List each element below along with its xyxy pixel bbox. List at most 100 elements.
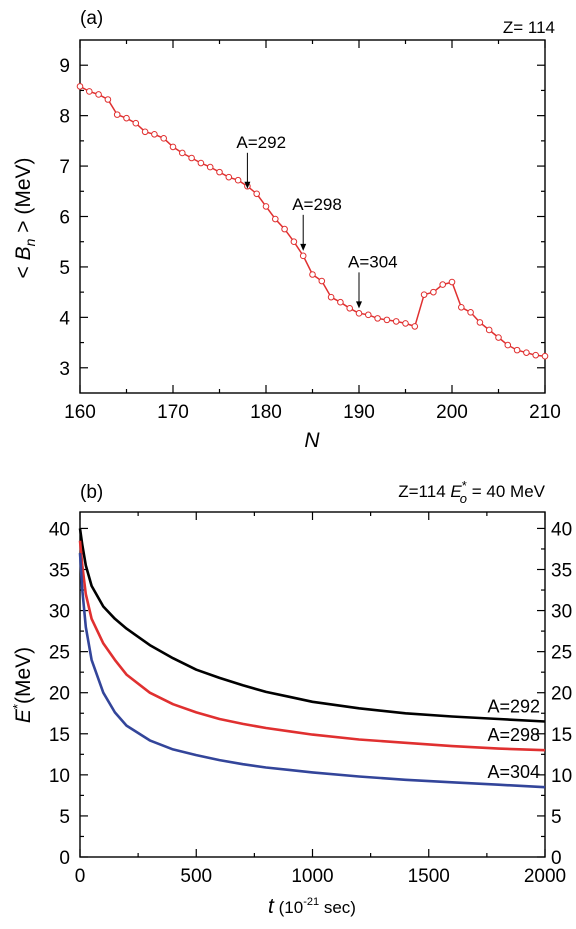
panel-a-data-point [104, 96, 112, 103]
panel-a-data-point [309, 271, 316, 278]
panel-a-xtick-label: 200 [436, 402, 468, 423]
panel-b-xtick-label: 1000 [291, 866, 333, 887]
panel-b-series-line [78, 540, 546, 752]
panel-b-series-label: A=292 [487, 696, 540, 716]
panel-a-data-point [290, 238, 298, 246]
panel-a-data-point [430, 288, 437, 296]
panel-b-xlabel-unit: (10 [274, 898, 303, 917]
panel-a-data-point [532, 351, 540, 359]
panel-b-ytick-label: 40 [49, 519, 70, 540]
panel-a-data-point [402, 320, 409, 327]
panel-a-ylabel-open: < [12, 260, 35, 278]
panel-a-annotation-label: A=298 [292, 195, 342, 214]
panel-b-ytick-label: 5 [59, 807, 70, 828]
panel-a-data-point [123, 114, 130, 122]
panel-a-ticks [79, 40, 546, 393]
panel-a-ytick-label: 9 [59, 56, 70, 77]
panel-a-data-point [234, 176, 242, 184]
panel-a-data-point [355, 310, 363, 317]
panel-a-ylabel-subscript: n [22, 238, 38, 246]
panel-a-annotation-arrowhead [300, 243, 307, 251]
panel-a-data-point [132, 119, 140, 127]
panel-a-ytick-label: 8 [59, 107, 70, 128]
panel-a-data-point [448, 278, 456, 286]
panel-b-ytick-label-right: 0 [551, 848, 562, 869]
panel-a-ytick-label: 3 [59, 359, 70, 380]
panel-a-ylabel: < Bn > (MeV) [12, 157, 38, 278]
panel-b-series-label: A=304 [487, 762, 540, 782]
panel-a-data-point [206, 163, 214, 171]
panel-b-corner-sub: o [460, 491, 467, 506]
panel-a-series-line [79, 85, 546, 357]
panel-a-ylabel-close: > (MeV) [12, 157, 35, 238]
panel-b-ytick-label: 25 [49, 643, 70, 664]
panel-b-series-label: A=298 [487, 725, 540, 745]
panel-a-data-point [299, 252, 307, 260]
panel-a: (a) Z= 114 160 170 180 190 200 210 3 4 5 6 7 8 9 A=2… [12, 8, 561, 452]
panel-a-data-point [160, 135, 167, 142]
panel-b-ytick-label-right: 20 [551, 684, 572, 705]
panel-a-data-point [151, 131, 158, 138]
panel-b-xtick-label: 500 [180, 866, 212, 887]
panel-b-series [78, 528, 546, 789]
panel-b-ytick-label: 20 [49, 684, 70, 705]
panel-a-data-point [95, 91, 102, 98]
panel-b-corner-e: E [450, 482, 462, 501]
panel-a-data-point [504, 341, 512, 349]
panel-b-series-line [78, 528, 546, 723]
panel-a-data-point [281, 225, 288, 233]
panel-a-data-point [76, 83, 84, 90]
panel-b-ytick-label: 15 [49, 725, 70, 746]
panel-a-xtick-label: 210 [529, 402, 561, 423]
panel-a-tag: (a) [80, 8, 103, 29]
panel-a-data-point [365, 311, 372, 319]
panel-b-ytick-label-right: 15 [551, 725, 572, 746]
panel-b-ylabel: E*(MeV) [10, 647, 35, 723]
panel-a-data-point [495, 334, 502, 341]
panel-a-ytick-label: 7 [59, 157, 70, 178]
panel-a-data-point [262, 203, 270, 210]
panel-a-data-point [541, 352, 549, 360]
panel-a-data-point [485, 326, 493, 334]
panel-a-ytick-label: 6 [59, 208, 70, 229]
panel-b-ticks [79, 512, 546, 858]
panel-b-xlabel-exponent: -21 [303, 896, 319, 908]
panel-b-corner-value: = 40 MeV [467, 482, 546, 501]
panel-b-ylabel-symbol: E [12, 708, 35, 723]
panel-a-data-point [346, 304, 354, 312]
panel-a-ytick-label: 4 [59, 308, 70, 329]
panel-b-corner-label: Z=114 E* o = 40 MeV [398, 478, 545, 506]
panel-a-data-point [523, 349, 530, 356]
panel-b-xlabel-close: sec) [319, 898, 356, 917]
panel-a-data-point [272, 215, 279, 223]
panel-b-corner-star: * [462, 478, 467, 493]
panel-a-data-point [188, 154, 195, 162]
panel-a-ytick-label: 5 [59, 258, 70, 279]
panel-a-xtick-label: 170 [157, 402, 189, 423]
panel-b-ytick-label-right: 30 [551, 602, 572, 623]
panel-a-data-point [337, 298, 344, 306]
panel-a-frame [79, 39, 546, 394]
panel-b-tag: (b) [80, 482, 103, 503]
panel-b-ytick-label: 10 [49, 766, 70, 787]
panel-a-data-point [392, 318, 400, 325]
panel-b-series-line [78, 553, 546, 789]
panel-a-series [76, 83, 549, 360]
panel-a-ylabel-symbol: B [12, 246, 35, 260]
panel-b: (b) Z=114 E* o = 40 MeV 0 500 1000 1500 20000… [10, 478, 572, 918]
panel-b-ytick-label: 35 [49, 561, 70, 582]
panel-a-data-point [86, 88, 93, 95]
panel-a-data-point [420, 291, 428, 298]
panel-a-data-point [141, 128, 149, 136]
panel-b-ytick-label-right: 5 [551, 807, 562, 828]
panel-a-data-point [113, 111, 121, 118]
panel-b-xtick-label: 1500 [408, 866, 450, 887]
panel-a-data-point [197, 159, 205, 167]
panel-a-data-point [374, 315, 381, 322]
panel-a-xtick-label: 160 [64, 402, 96, 423]
panel-a-annotations: A=292 A=298 A=304 [236, 133, 398, 309]
panel-a-data-point [458, 303, 465, 311]
panel-a-data-point [318, 277, 326, 285]
